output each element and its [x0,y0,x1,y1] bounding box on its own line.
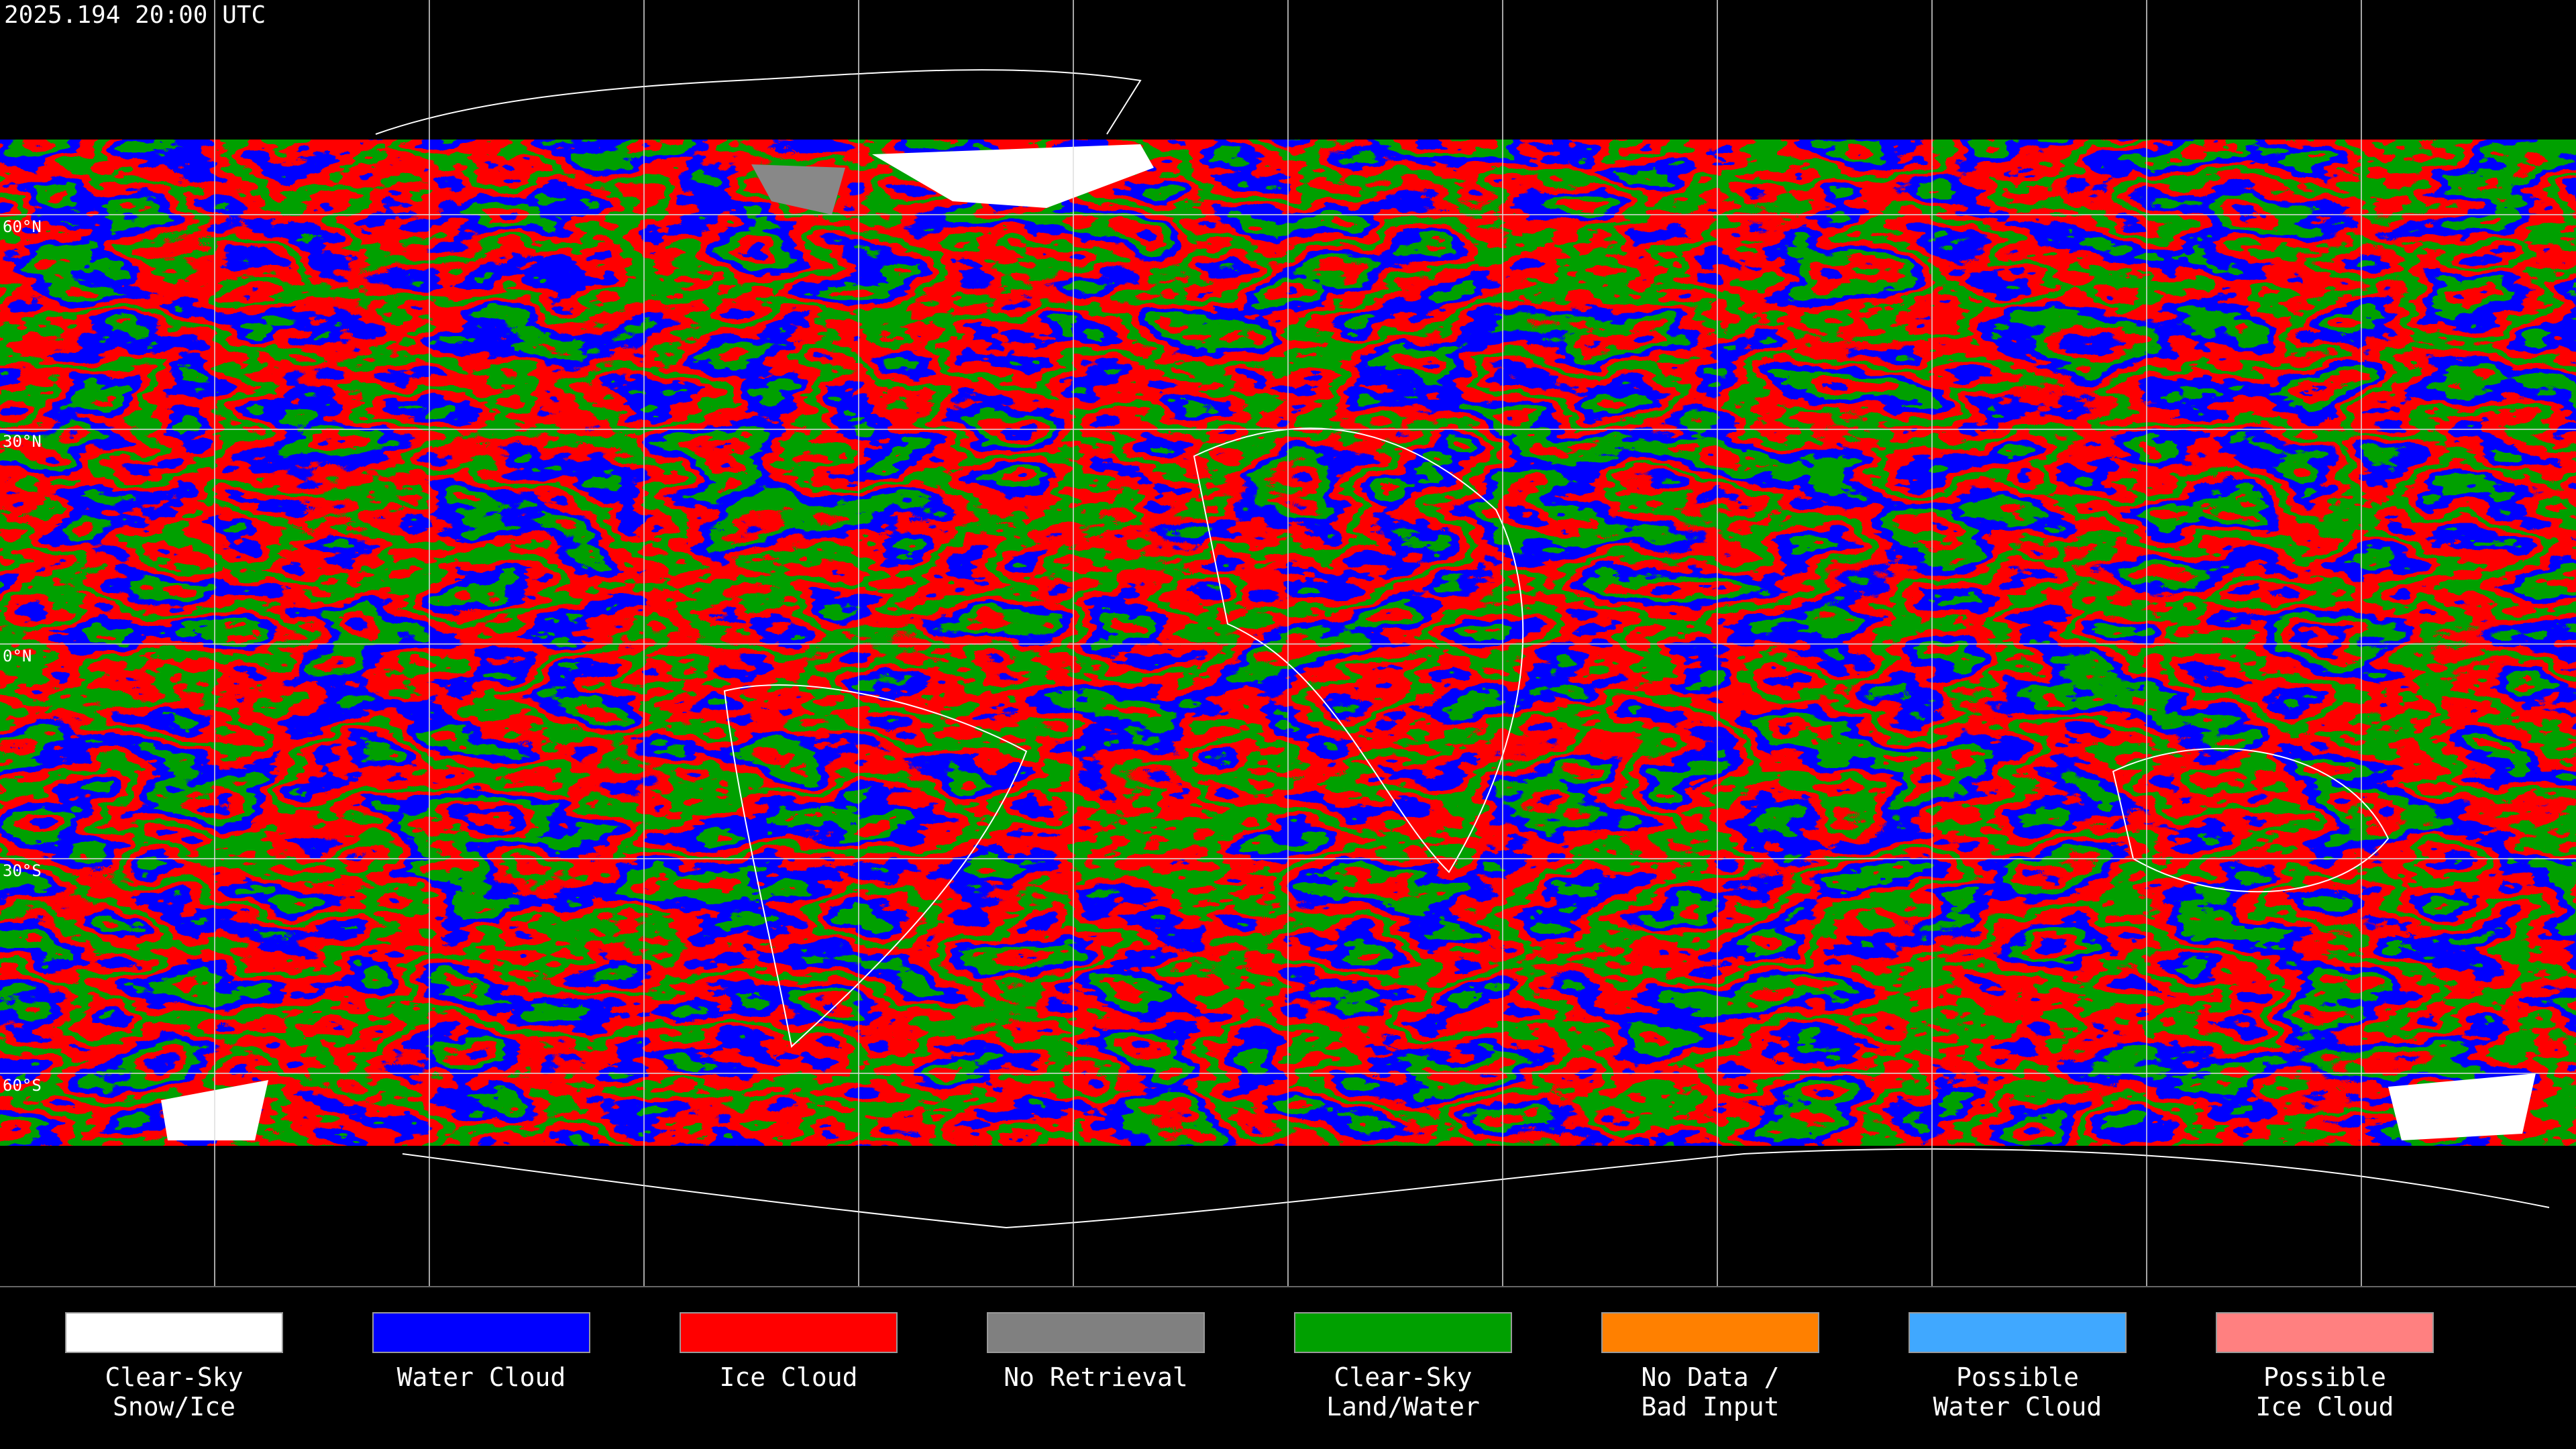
legend-label: Possible [1956,1362,2079,1392]
snow-patch [872,144,1154,208]
legend-swatch [1909,1312,2127,1353]
legend-label: Possible [2263,1362,2386,1392]
coastlines [375,69,2550,1229]
legend-label: No Retrieval [1004,1362,1188,1392]
legend-label: Bad Input [1642,1392,1780,1421]
coastline [402,1148,2550,1229]
legend-swatch [987,1312,1205,1353]
latitude-label: 30°N [3,432,42,451]
legend-label: Snow/Ice [113,1392,235,1421]
legend-label: Land/Water [1326,1392,1480,1421]
legend-swatch [1601,1312,1819,1353]
graticule [0,0,2576,1287]
timestamp: 2025.194 20:00 UTC [4,1,266,29]
legend-label: Water Cloud [397,1362,566,1392]
legend-swatch [1294,1312,1512,1353]
legend-swatch [65,1312,283,1353]
coastline [723,684,1028,1048]
legend-swatch [680,1312,898,1353]
legend-label: Ice Cloud [2256,1392,2394,1421]
snow-patches [161,144,2536,1140]
coastline [2112,748,2390,893]
legend-panel [0,1287,2576,1449]
legend-label: Clear-Sky [1334,1362,1472,1392]
latitude-label: 60°N [3,217,42,236]
legend-label: Water Cloud [1933,1392,2102,1421]
coastline [1193,427,1524,873]
legend-swatch [2216,1312,2434,1353]
latitude-label: 30°S [3,861,42,880]
legend-label: Ice Cloud [720,1362,858,1392]
latitude-label: 0°N [3,647,32,665]
legend-swatch [372,1312,590,1353]
latitude-label: 60°S [3,1076,42,1095]
no-retrieval-patch [751,164,845,215]
legend-label: Clear-Sky [105,1362,244,1392]
legend-label: No Data / [1642,1362,1780,1392]
snow-patch [2388,1073,2536,1140]
coastline [375,69,1142,135]
